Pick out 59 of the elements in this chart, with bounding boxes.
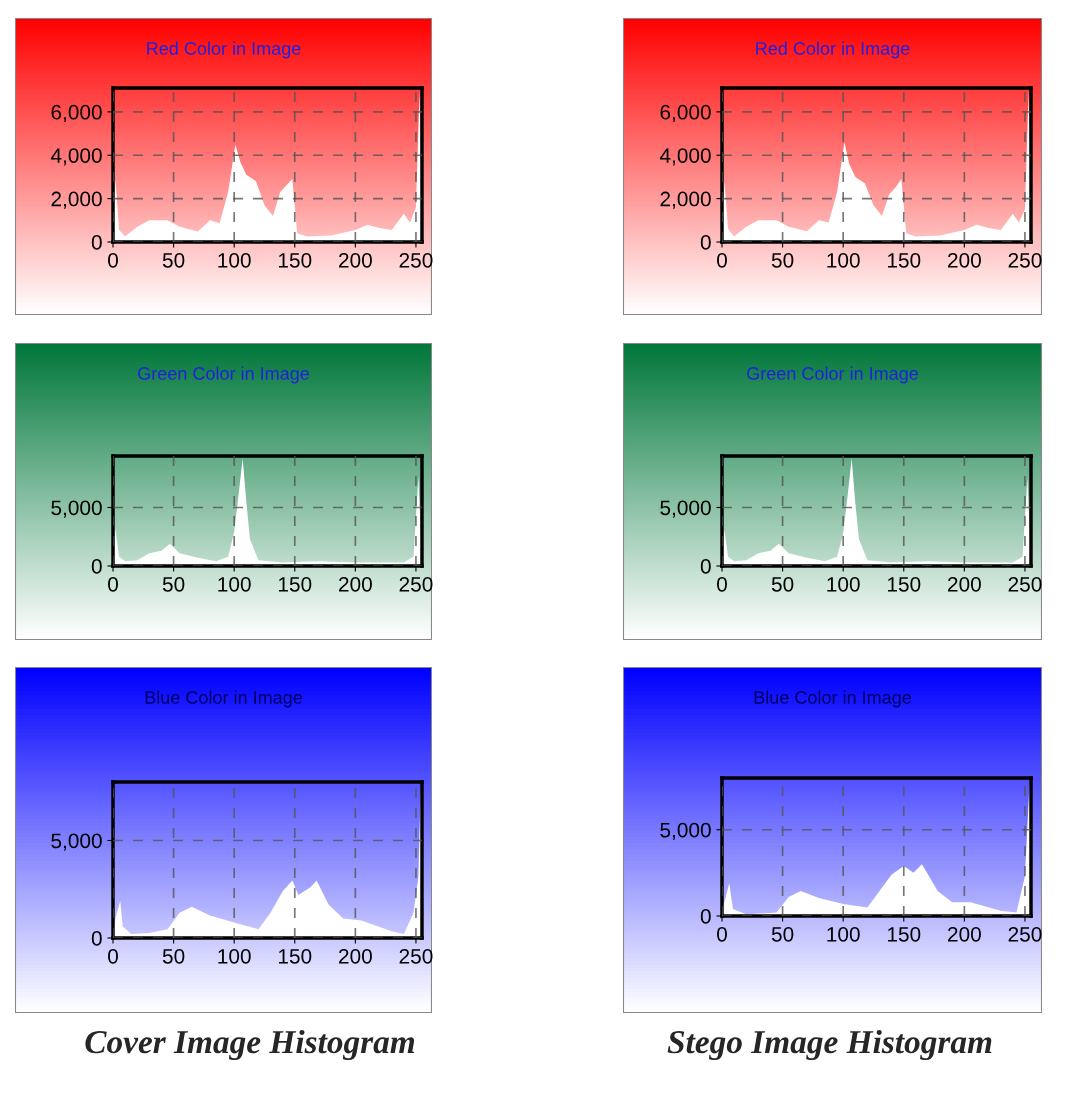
y-tick-label: 0	[91, 235, 102, 250]
chart-title: Red Color in Image	[147, 41, 301, 59]
y-tick-label: 5,000	[51, 500, 102, 518]
text: Stego Image Histogram	[667, 1029, 992, 1061]
x-tick-label: 200	[339, 252, 372, 268]
x-tick-label: 0	[108, 252, 118, 268]
x-tick-label: 200	[948, 576, 981, 592]
x-tick-label: 150	[887, 926, 921, 942]
x-tick-label: 150	[887, 576, 921, 592]
chart-title: Blue Color in Image	[754, 690, 911, 708]
y-tick-label: 0	[700, 559, 711, 574]
x-tick-label: 100	[827, 926, 860, 942]
x-tick-label: 200	[948, 926, 981, 942]
x-tick-label: 100	[827, 252, 860, 268]
y-tick-label: 0	[700, 235, 711, 250]
x-tick-label: 250	[399, 576, 433, 592]
y-tick-label: 6,000	[660, 104, 711, 123]
text: Cover Image Histogram	[85, 1029, 415, 1061]
x-tick-label: 50	[771, 926, 794, 942]
x-tick-label: 0	[717, 926, 727, 942]
y-tick-label: 6,000	[51, 104, 102, 123]
x-tick-label: 0	[108, 576, 118, 592]
x-tick-label: 100	[827, 576, 860, 592]
x-tick-label: 100	[218, 948, 251, 964]
x-tick-label: 150	[278, 576, 312, 592]
x-tick-label: 200	[339, 576, 372, 592]
x-tick-label: 150	[278, 948, 312, 964]
y-tick-label: 0	[91, 559, 102, 574]
chart-title: Green Color in Image	[747, 366, 919, 384]
y-tick-label: 5,000	[660, 822, 711, 840]
x-tick-label: 150	[887, 252, 921, 268]
x-tick-label: 250	[1008, 576, 1042, 592]
x-tick-label: 150	[278, 252, 312, 268]
x-tick-label: 50	[162, 948, 185, 964]
x-tick-label: 0	[108, 948, 118, 964]
y-tick-label: 5,000	[660, 500, 711, 518]
x-tick-label: 0	[717, 252, 727, 268]
x-tick-label: 250	[399, 252, 433, 268]
y-tick-label: 2,000	[51, 191, 102, 209]
chart-title: Red Color in Image	[756, 41, 910, 59]
y-tick-label: 0	[700, 909, 711, 924]
x-tick-label: 50	[771, 576, 794, 592]
x-tick-label: 50	[771, 252, 794, 268]
x-tick-label: 50	[162, 252, 185, 268]
x-tick-label: 200	[948, 252, 981, 268]
y-tick-label: 4,000	[659, 148, 711, 166]
x-tick-label: 200	[339, 948, 372, 964]
x-tick-label: 250	[399, 948, 433, 964]
chart-title: Blue Color in Image	[145, 690, 302, 708]
y-tick-label: 5,000	[51, 833, 102, 851]
x-tick-label: 100	[218, 252, 251, 268]
y-tick-label: 4,000	[50, 148, 102, 166]
x-tick-label: 50	[162, 576, 185, 592]
x-tick-label: 100	[218, 576, 251, 592]
x-tick-label: 250	[1008, 926, 1042, 942]
x-tick-label: 250	[1008, 252, 1042, 268]
chart-title: Green Color in Image	[138, 366, 310, 384]
y-tick-label: 2,000	[660, 191, 711, 209]
x-tick-label: 0	[717, 576, 727, 592]
